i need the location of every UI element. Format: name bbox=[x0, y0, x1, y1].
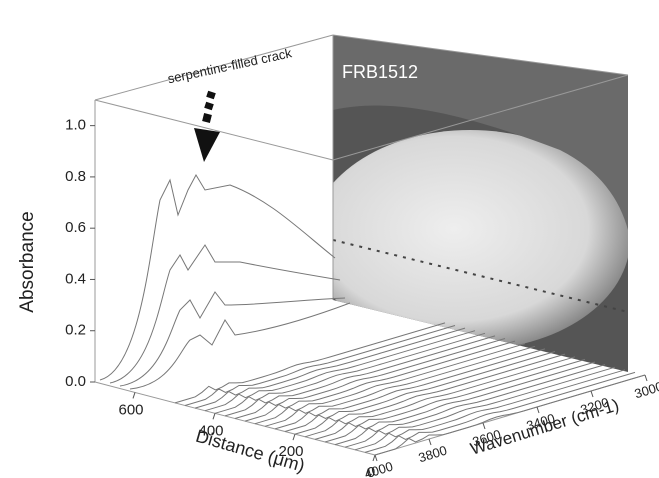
x-tick bbox=[292, 433, 296, 441]
x-tick-label: 200 bbox=[278, 443, 303, 460]
z-tick bbox=[482, 422, 486, 430]
spectrum bbox=[244, 340, 516, 422]
spectrum bbox=[364, 371, 636, 453]
spectrum bbox=[194, 327, 466, 409]
z-tick bbox=[536, 406, 540, 414]
x-tick bbox=[132, 392, 136, 399]
spectrum bbox=[284, 351, 556, 432]
spectrum bbox=[374, 374, 646, 456]
spectrum bbox=[234, 338, 506, 419]
z-tick-label: 3800 bbox=[417, 443, 449, 466]
spectra bbox=[99, 173, 646, 456]
spectrum bbox=[314, 358, 586, 440]
y-tick-label: 0.4 bbox=[65, 270, 86, 287]
y-tick-label: 0.8 bbox=[65, 168, 86, 185]
spectrum bbox=[354, 369, 626, 451]
annotation: FRB1512 bbox=[342, 62, 418, 82]
z-tick-label: 3000 bbox=[633, 379, 659, 402]
sample-image bbox=[333, 35, 628, 372]
y-tick-label: 0.6 bbox=[65, 219, 86, 236]
spectrum bbox=[264, 345, 536, 427]
spectrum bbox=[334, 364, 606, 446]
spectrum bbox=[184, 325, 456, 406]
spectrum bbox=[324, 361, 596, 443]
z-tick-label: 4000 bbox=[363, 459, 395, 478]
z-tick bbox=[428, 438, 432, 446]
z-tick bbox=[644, 374, 648, 382]
spectrum bbox=[204, 330, 476, 412]
y-tick-label: 0.2 bbox=[65, 322, 86, 339]
spectrum bbox=[304, 356, 576, 438]
spectrum bbox=[214, 332, 486, 414]
spectrum bbox=[294, 353, 566, 435]
x-tick-label: 400 bbox=[198, 422, 223, 439]
spectrum bbox=[274, 348, 546, 430]
spectrum bbox=[344, 366, 616, 448]
x-tick-label: 600 bbox=[118, 401, 143, 418]
x-tick bbox=[372, 454, 376, 462]
x-tick bbox=[212, 413, 216, 420]
crack-arrow bbox=[194, 90, 220, 162]
y-axis-label: Absorbance bbox=[17, 211, 38, 312]
spectrum bbox=[224, 335, 496, 417]
annotation: serpentine-filled crack bbox=[166, 45, 293, 86]
y-tick-label: 1.0 bbox=[65, 117, 86, 134]
z-tick bbox=[374, 454, 378, 462]
y-tick-label: 0.0 bbox=[65, 373, 86, 390]
x-tick-label: 0 bbox=[367, 464, 375, 478]
z-tick bbox=[590, 390, 594, 398]
spectrum bbox=[174, 322, 446, 404]
spectrum bbox=[254, 343, 526, 425]
